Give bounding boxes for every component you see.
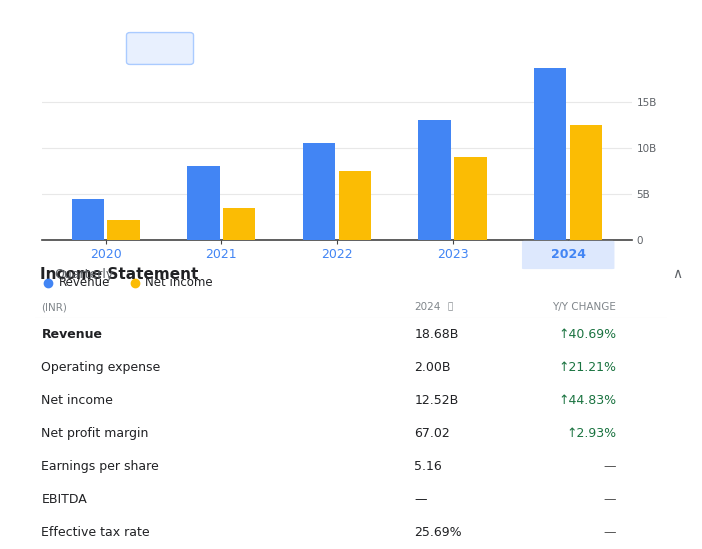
FancyBboxPatch shape [522, 241, 614, 269]
Text: 25.69%: 25.69% [414, 526, 462, 539]
Text: Revenue: Revenue [41, 328, 102, 341]
Bar [338, 171, 371, 240]
Text: 2022: 2022 [321, 249, 353, 261]
Text: ↑2.93%: ↑2.93% [567, 427, 616, 440]
Text: 2021: 2021 [206, 249, 237, 261]
Text: ↑21.21%: ↑21.21% [558, 361, 616, 374]
Text: 12.52B: 12.52B [414, 394, 458, 407]
Text: Y/Y CHANGE: Y/Y CHANGE [552, 302, 616, 312]
Bar [570, 125, 602, 240]
Text: ∧: ∧ [672, 267, 682, 282]
Text: Net profit margin: Net profit margin [41, 427, 149, 440]
Bar [454, 157, 486, 240]
Bar [72, 199, 104, 240]
Text: Income Statement: Income Statement [40, 267, 199, 282]
Text: Net income: Net income [41, 394, 113, 407]
Text: ⓘ: ⓘ [444, 302, 453, 311]
Text: 2023: 2023 [437, 249, 468, 261]
Text: —: — [604, 493, 616, 506]
Text: (INR): (INR) [41, 302, 67, 312]
Bar [107, 220, 140, 240]
Text: 5.16: 5.16 [414, 460, 442, 473]
Text: —: — [604, 526, 616, 539]
Text: 2024: 2024 [414, 302, 441, 312]
Text: —: — [604, 460, 616, 473]
Bar [534, 68, 567, 240]
Text: Net income: Net income [145, 277, 213, 289]
Text: Quarterly: Quarterly [54, 268, 113, 281]
Text: 2.00B: 2.00B [414, 361, 451, 374]
Text: Annual: Annual [135, 42, 185, 55]
Text: 67.02: 67.02 [414, 427, 450, 440]
Text: EBITDA: EBITDA [41, 493, 87, 506]
Text: 2024: 2024 [550, 249, 585, 261]
Text: Revenue: Revenue [59, 277, 110, 289]
Text: Earnings per share: Earnings per share [41, 460, 159, 473]
Text: ↑44.83%: ↑44.83% [558, 394, 616, 407]
Bar [418, 120, 451, 240]
Text: —: — [414, 493, 427, 506]
Bar [303, 143, 336, 240]
Text: Effective tax rate: Effective tax rate [41, 526, 150, 539]
Text: 18.68B: 18.68B [414, 328, 458, 341]
Bar [223, 208, 256, 240]
Text: ↑40.69%: ↑40.69% [558, 328, 616, 341]
Bar [187, 166, 220, 240]
Text: 2020: 2020 [90, 249, 121, 261]
Text: Operating expense: Operating expense [41, 361, 161, 374]
